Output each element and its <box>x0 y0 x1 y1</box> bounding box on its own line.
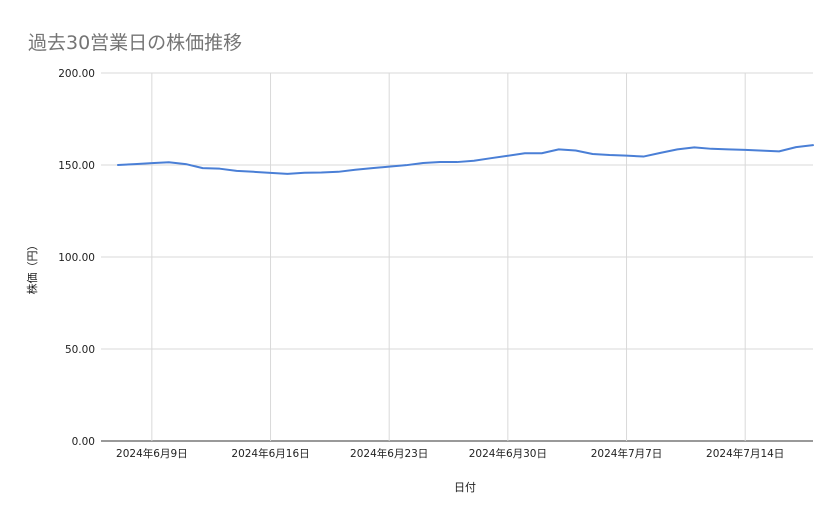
data-point <box>133 162 137 166</box>
data-point <box>760 149 764 153</box>
x-axis-title: 日付 <box>454 481 476 494</box>
data-point <box>184 162 188 166</box>
y-tick-label: 100.00 <box>58 252 95 264</box>
data-point <box>421 161 425 165</box>
data-point <box>472 159 476 163</box>
data-point <box>591 152 595 156</box>
y-tick-label: 200.00 <box>58 68 95 80</box>
data-point <box>557 147 561 151</box>
series-line <box>116 144 814 175</box>
data-point <box>641 155 645 159</box>
data-point <box>235 169 239 173</box>
chart-title: 過去30営業日の株価推移 <box>28 32 243 54</box>
data-point <box>675 147 679 151</box>
data-point <box>726 147 730 151</box>
data-point <box>302 171 306 175</box>
data-point <box>455 160 459 164</box>
data-point <box>658 151 662 155</box>
data-point <box>285 172 289 176</box>
x-tick-label: 2024年7月14日 <box>706 447 784 460</box>
data-point <box>116 163 120 167</box>
data-point <box>709 147 713 151</box>
data-point <box>370 166 374 170</box>
data-point <box>269 171 273 175</box>
x-tick-label: 2024年6月30日 <box>469 447 547 460</box>
x-tick-label: 2024年7月7日 <box>591 447 663 460</box>
data-point <box>201 166 205 170</box>
y-tick-label: 150.00 <box>58 160 95 172</box>
data-point <box>150 161 154 165</box>
x-tick-label: 2024年6月9日 <box>116 447 188 460</box>
x-tick-label: 2024年6月23日 <box>350 447 428 460</box>
data-point <box>336 170 340 174</box>
data-point <box>506 154 510 158</box>
data-point <box>404 163 408 167</box>
data-point <box>252 170 256 174</box>
data-point <box>319 171 323 175</box>
data-point <box>777 149 781 153</box>
data-point <box>387 165 391 169</box>
data-point <box>540 151 544 155</box>
data-point <box>523 151 527 155</box>
data-point <box>794 145 798 149</box>
data-point <box>489 156 493 160</box>
data-point <box>167 160 171 164</box>
data-point <box>218 167 222 171</box>
data-point <box>353 168 357 172</box>
data-point <box>625 154 629 158</box>
data-point <box>692 145 696 149</box>
data-point <box>743 148 747 152</box>
data-point <box>811 143 815 147</box>
data-point <box>574 148 578 152</box>
y-axis-title: 株価（円） <box>25 240 39 295</box>
y-tick-label: 50.00 <box>65 344 95 356</box>
x-tick-label: 2024年6月16日 <box>231 447 309 460</box>
y-tick-label: 0.00 <box>72 436 95 448</box>
data-point <box>608 153 612 157</box>
data-point <box>438 160 442 164</box>
